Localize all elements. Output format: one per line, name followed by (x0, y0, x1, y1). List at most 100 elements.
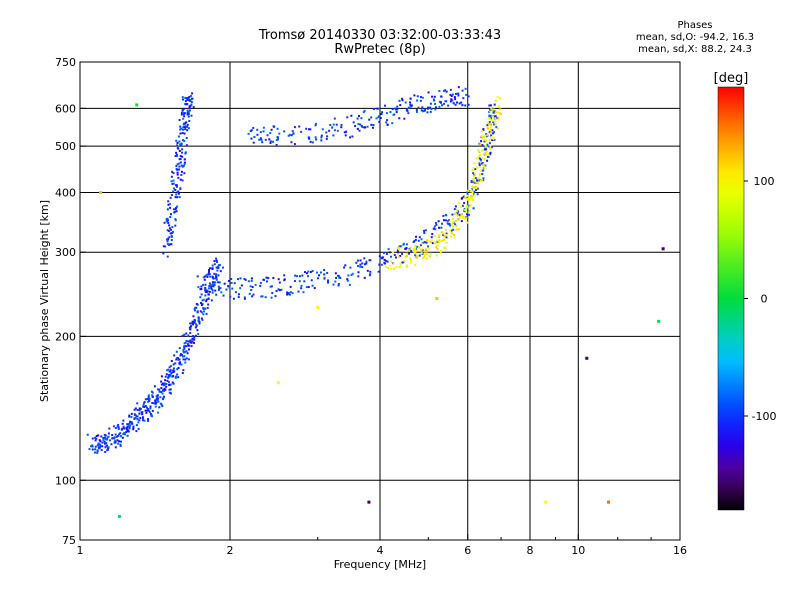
data-point (179, 161, 182, 164)
data-point (122, 425, 125, 428)
data-point (450, 232, 453, 235)
data-point (169, 392, 172, 395)
data-point (376, 107, 379, 110)
data-point (441, 222, 444, 225)
data-point (181, 148, 184, 151)
data-point (490, 136, 493, 139)
data-point (110, 443, 113, 446)
data-point (214, 281, 217, 284)
data-point (192, 106, 195, 109)
data-point (223, 282, 226, 285)
data-point (219, 270, 222, 273)
data-point (293, 143, 296, 146)
data-point (234, 291, 237, 294)
data-point (468, 205, 471, 208)
data-point (442, 232, 445, 235)
data-point (482, 128, 485, 131)
data-point (197, 318, 200, 321)
data-point (473, 193, 476, 196)
data-point (151, 394, 154, 397)
data-point (91, 444, 94, 447)
data-point (167, 200, 170, 203)
data-point (492, 137, 495, 140)
data-point (170, 194, 173, 197)
data-point (183, 140, 186, 143)
data-point (188, 109, 191, 112)
data-point (466, 191, 469, 194)
data-point (264, 138, 267, 141)
data-point (463, 202, 466, 205)
data-point (189, 99, 192, 102)
data-point (139, 407, 142, 410)
data-point (130, 421, 133, 424)
data-point (179, 178, 182, 181)
data-point (184, 100, 187, 103)
data-point (429, 252, 432, 255)
data-point (156, 399, 159, 402)
data-point (114, 426, 117, 429)
data-point (365, 260, 368, 263)
data-point (359, 259, 362, 262)
data-point (136, 415, 139, 418)
data-point (200, 285, 203, 288)
data-point (450, 235, 453, 238)
data-point (450, 229, 453, 232)
data-point (215, 259, 218, 262)
data-point (423, 109, 426, 112)
data-point (117, 423, 120, 426)
data-point (176, 173, 179, 176)
data-point (186, 352, 189, 355)
data-point (261, 295, 264, 298)
data-point (453, 208, 456, 211)
data-point (432, 227, 435, 230)
data-point (143, 401, 146, 404)
data-point (259, 284, 262, 287)
data-point (415, 109, 418, 112)
data-point (137, 427, 140, 430)
data-point (478, 176, 481, 179)
data-point (497, 105, 500, 108)
data-point (458, 102, 461, 105)
data-point (190, 101, 193, 104)
data-point (147, 400, 150, 403)
data-point (327, 279, 330, 282)
data-point (127, 423, 130, 426)
data-point (275, 289, 278, 292)
data-point (394, 107, 397, 110)
data-point (219, 287, 222, 290)
data-point (366, 125, 369, 128)
data-point (277, 138, 280, 141)
data-point (136, 418, 139, 421)
data-point (487, 155, 490, 158)
data-point (117, 427, 120, 430)
data-point (277, 278, 280, 281)
data-point (427, 106, 430, 109)
data-point (378, 120, 381, 123)
data-point (170, 180, 173, 183)
data-point (400, 245, 403, 248)
data-point (254, 283, 257, 286)
data-point (170, 235, 173, 238)
data-point (431, 232, 434, 235)
data-point (459, 205, 462, 208)
data-point (175, 375, 178, 378)
data-point (483, 148, 486, 151)
data-point (170, 359, 173, 362)
data-point (193, 309, 196, 312)
data-point (385, 252, 388, 255)
data-point (449, 88, 452, 91)
data-point (369, 270, 372, 273)
data-point (188, 120, 191, 123)
data-point (130, 412, 133, 415)
colorbar-tick-label: -100 (752, 410, 777, 423)
data-point (138, 409, 141, 412)
data-point (160, 403, 163, 406)
data-point (488, 111, 491, 114)
data-point (300, 287, 303, 290)
data-point (485, 132, 488, 135)
data-point (200, 311, 203, 314)
data-point (468, 197, 471, 200)
data-point (481, 149, 484, 152)
data-point (184, 128, 187, 131)
data-point (165, 373, 168, 376)
